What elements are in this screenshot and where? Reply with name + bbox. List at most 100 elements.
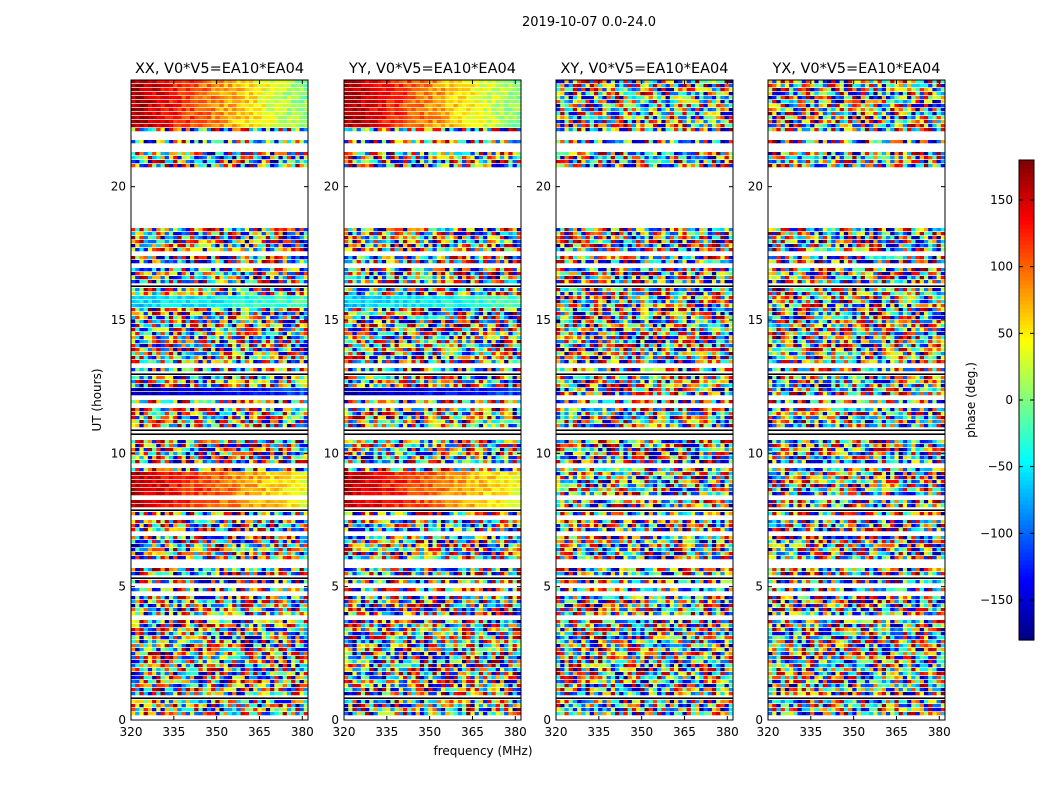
phase-cell [164,380,170,384]
phase-cell [223,384,229,388]
phase-cell [257,472,263,476]
phase-cell [274,388,279,392]
phase-cell [244,320,250,324]
phase-cell [152,164,157,168]
phase-cell [168,640,174,644]
phase-cell [232,456,237,460]
phase-cell [139,572,145,576]
phase-cell [160,668,166,672]
phase-cell [185,596,191,600]
phase-cell [190,544,195,548]
phase-cell [177,240,183,244]
phase-cell [206,500,212,504]
phase-cell [291,552,296,556]
phase-cell [206,352,212,356]
phase-cell [202,480,208,484]
phase-cell [131,244,136,248]
phase-cell [143,128,149,132]
phase-cell [206,600,212,604]
phase-cell [190,288,195,292]
phase-cell [173,596,178,600]
phase-cell [223,312,229,316]
phase-cell [190,128,195,132]
phase-cell [190,304,195,308]
phase-cell [270,492,275,496]
phase-cell [202,420,208,424]
phase-cell [265,632,271,636]
phase-cell [286,100,292,104]
phase-cell [147,484,153,488]
phase-cell [278,124,284,128]
phase-cell [299,392,305,396]
phase-cell [278,512,284,516]
phase-cell [299,500,305,504]
phase-cell [270,504,275,508]
phase-cell [240,344,246,348]
phase-cell [160,352,166,356]
phase-cell [181,520,187,524]
phase-cell [135,416,140,420]
phase-cell [236,412,242,416]
phase-cell [215,700,220,704]
phase-cell [278,96,284,100]
phase-cell [194,472,199,476]
phase-cell [265,108,271,112]
phase-cell [202,80,208,84]
phase-cell [139,280,145,284]
phase-cell [198,156,204,160]
phase-cell [223,408,229,412]
phase-cell [147,320,153,324]
phase-cell [215,340,220,344]
phase-cell [160,452,166,456]
phase-cell [194,376,199,380]
phase-cell [168,276,174,280]
phase-cell [177,124,183,128]
phase-cell [270,604,275,608]
phase-cell [270,296,275,300]
phase-cell [240,524,246,528]
phase-cell [257,140,263,144]
phase-cell [198,504,204,508]
phase-cell [156,480,161,484]
phase-cell [227,256,233,260]
phase-cell [249,708,254,712]
phase-cell [253,692,258,696]
phase-cell [152,348,157,352]
phase-cell [299,664,305,668]
phase-cell [147,548,153,552]
phase-cell [291,300,296,304]
phase-cell [198,92,204,96]
phase-cell [270,244,275,248]
phase-cell [274,332,279,336]
phase-cell [215,580,220,584]
phase-cell [131,632,136,636]
x-tick-label: 380 [291,725,314,739]
phase-cell [261,484,267,488]
phase-cell [215,472,220,476]
phase-cell [236,88,242,92]
phase-cell [291,236,296,240]
phase-cell [303,568,309,572]
phase-cell [240,164,246,168]
phase-cell [236,612,242,616]
phase-cell [206,572,212,576]
phase-cell [152,488,157,492]
phase-cell [168,80,174,84]
phase-cell [185,160,191,164]
phase-cell [131,596,136,600]
phase-cell [164,360,170,364]
phase-cell [211,648,216,652]
phase-cell [227,244,233,248]
phase-cell [206,360,212,364]
phase-cell [253,232,258,236]
phase-cell [131,572,136,576]
phase-cell [168,236,174,240]
phase-cell [164,484,170,488]
phase-cell [232,376,237,380]
phase-cell [282,624,288,628]
phase-cell [261,692,267,696]
phase-cell [211,388,216,392]
phase-cell [257,408,263,412]
phase-cell [219,412,225,416]
phase-cell [270,292,275,296]
